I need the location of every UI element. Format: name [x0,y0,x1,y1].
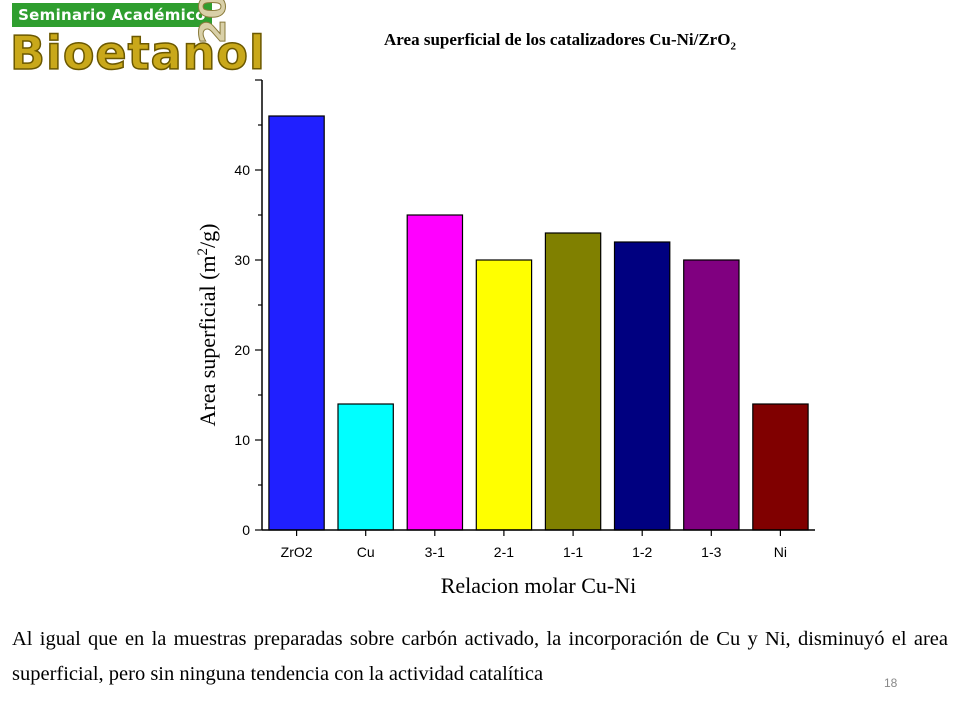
x-tick-label: Cu [357,544,375,560]
chart-title-text: Area superficial de los catalizadores Cu… [384,30,731,49]
body-paragraph: Al igual que en la muestras preparadas s… [12,628,948,685]
x-tick-label: 3-1 [425,544,445,560]
y-tick-label: 20 [234,342,250,358]
bar-3-1 [406,214,464,531]
x-tick-label: ZrO2 [281,544,313,560]
chart-title: Area superficial de los catalizadores Cu… [300,30,820,52]
y-tick-label: 30 [234,252,250,268]
y-tick-label: 0 [242,522,250,538]
x-tick-label: 1-1 [563,544,583,560]
y-axis-title-sup: 2 [195,248,211,256]
bar-cu [337,403,394,531]
y-axis-title-prefix: Area superficial (m [195,255,220,426]
chart-title-subscript: 2 [730,40,736,53]
bar-1-1 [544,232,602,531]
x-tick-label: 1-2 [632,544,652,560]
x-axis-title: Relacion molar Cu-Ni [441,573,637,598]
bar-chart: 0 10 20 30 40 ZrO2 Cu 3-1 2-1 1-1 1-2 1-3 Ni Relaci… [195,79,815,598]
y-tick-label: 40 [234,162,250,178]
x-tick-label: 2-1 [494,544,514,560]
y-axis-title: Area superficial (m2/g) [195,224,220,427]
x-tick-label: Ni [774,544,787,560]
y-axis-title-suffix: /g) [195,224,220,248]
seminario-badge: Seminario Académico [12,3,212,27]
bar-1-3 [683,259,740,531]
y-tick-label: 10 [234,432,250,448]
y-ticks-group: 0 10 20 30 40 [234,79,262,538]
bar-ni [752,403,809,531]
x-ticks-group: ZrO2 Cu 3-1 2-1 1-1 1-2 1-3 Ni [281,530,787,560]
bar-zro2 [268,115,325,531]
bar-1-2 [613,241,671,531]
x-tick-label: 1-3 [701,544,721,560]
bar-2-1 [475,259,533,531]
bioetanol-logo: Bioetanol [9,26,266,80]
bars-group [268,115,809,531]
page-number: 18 [884,676,898,690]
